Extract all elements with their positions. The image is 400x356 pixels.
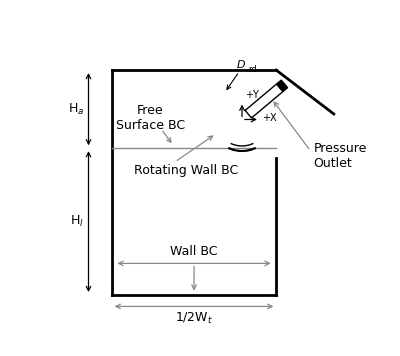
Text: H$_l$: H$_l$ (70, 214, 84, 229)
Polygon shape (277, 80, 288, 91)
Text: Pressure
Outlet: Pressure Outlet (313, 142, 367, 171)
Text: +Y: +Y (245, 90, 259, 100)
Text: 1/2W$_t$: 1/2W$_t$ (175, 312, 213, 326)
Text: H$_a$: H$_a$ (68, 102, 84, 117)
Text: Wall BC: Wall BC (170, 245, 218, 258)
Text: Free
Surface BC: Free Surface BC (116, 104, 185, 132)
Text: +X: +X (262, 113, 277, 123)
Text: Rotating Wall BC: Rotating Wall BC (134, 164, 238, 177)
Text: rd: rd (248, 65, 257, 74)
Text: D: D (236, 60, 245, 70)
Polygon shape (245, 84, 283, 118)
